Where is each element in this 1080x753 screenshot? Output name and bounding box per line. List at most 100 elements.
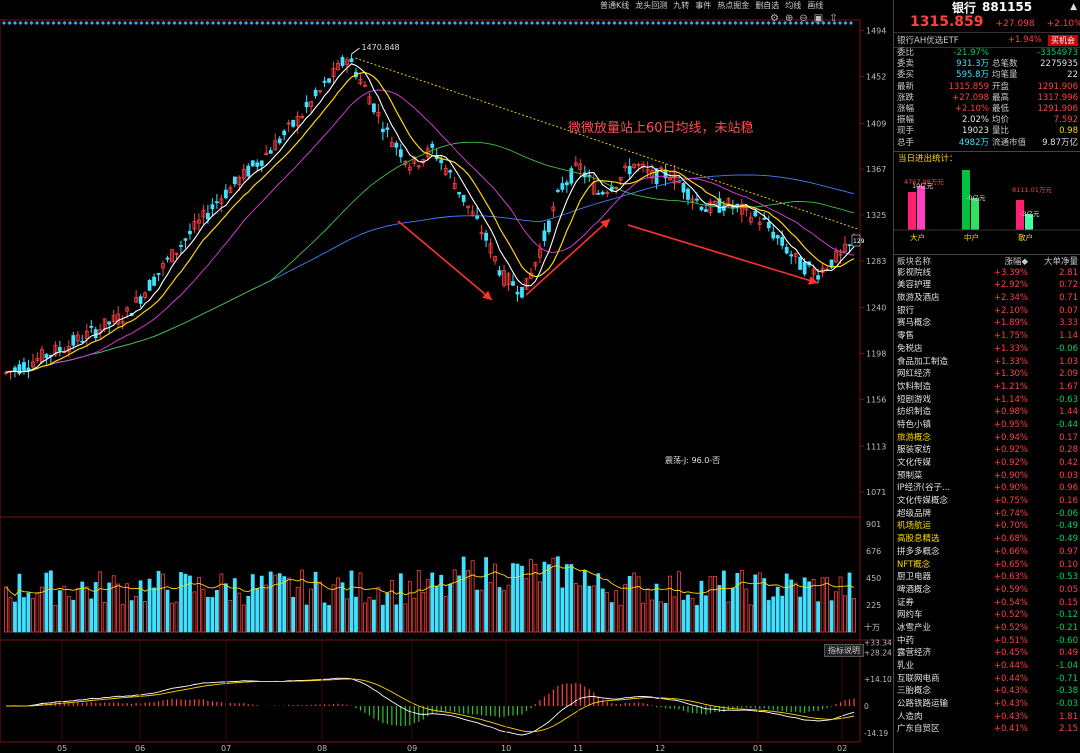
- tool-moving-average[interactable]: 均线: [785, 1, 802, 10]
- tool-nine-turn[interactable]: 九转: [673, 1, 690, 10]
- sector-name[interactable]: 预制菜: [897, 470, 923, 481]
- sector-name[interactable]: 超级品牌: [897, 508, 932, 519]
- sector-name[interactable]: 文化传媒概念: [897, 496, 949, 507]
- header-sector-name[interactable]: 板块名称: [897, 256, 932, 267]
- sector-row[interactable]: 中药 +0.51% -0.60: [894, 635, 1080, 648]
- price-axis-label: 1198: [866, 350, 886, 359]
- tool-draw-line[interactable]: 画线: [807, 1, 824, 10]
- tool-remove-watchlist[interactable]: 删自选: [755, 1, 780, 10]
- sector-name[interactable]: 露营经济: [897, 648, 932, 659]
- sector-name[interactable]: 互联网电商: [897, 673, 940, 684]
- sector-row[interactable]: 冰雪产业 +0.52% -0.21: [894, 622, 1080, 635]
- sector-name[interactable]: 啤酒概念: [897, 584, 932, 595]
- sector-row[interactable]: 超级品牌 +0.74% -0.06: [894, 508, 1080, 521]
- sector-name[interactable]: 纺织制造: [897, 407, 932, 418]
- header-big-order[interactable]: 大单净量: [1043, 256, 1078, 267]
- sector-row[interactable]: 三胎概念 +0.43% -0.38: [894, 685, 1080, 698]
- sector-row[interactable]: 证券 +0.54% 0.15: [894, 597, 1080, 610]
- sector-name[interactable]: IP经济(谷子...: [897, 483, 951, 494]
- share-icon[interactable]: ⇧: [829, 13, 838, 24]
- sector-name[interactable]: 饮料制造: [897, 381, 932, 392]
- sector-name[interactable]: 文化传媒: [897, 458, 932, 468]
- sector-row[interactable]: 特色小镇 +0.95% -0.44: [894, 419, 1080, 432]
- alert-icon[interactable]: ▲: [1070, 2, 1077, 12]
- zoom-in-icon[interactable]: ⊕: [784, 13, 794, 24]
- sector-name[interactable]: NFT概念: [897, 559, 931, 570]
- sector-name[interactable]: 高股息精选: [897, 534, 940, 545]
- sector-row[interactable]: 免税店 +1.33% -0.06: [894, 343, 1080, 356]
- sector-row[interactable]: 预制菜 +0.90% 0.03: [894, 470, 1080, 483]
- sector-row[interactable]: 乳业 +0.44% -1.04: [894, 660, 1080, 673]
- tool-leader-backtest[interactable]: 龙头回测: [635, 1, 668, 10]
- sector-row[interactable]: 文化传媒概念 +0.75% 0.16: [894, 495, 1080, 508]
- sector-name[interactable]: 短剧游戏: [897, 394, 932, 405]
- sector-name[interactable]: 厨卫电器: [897, 572, 932, 583]
- sector-row[interactable]: 网约车 +0.52% -0.12: [894, 609, 1080, 622]
- sector-name[interactable]: 中药: [897, 635, 915, 646]
- kline-chart[interactable]: 1494 1452 1409 1367 1325 1283 1240 1198 1156 1113…: [0, 0, 893, 753]
- sector-row[interactable]: 赛马概念 +1.89% 3.33: [894, 317, 1080, 330]
- sector-name[interactable]: 旅游概念: [897, 432, 932, 443]
- sector-name[interactable]: 机场航运: [897, 521, 932, 532]
- sector-row[interactable]: 文化传媒 +0.92% 0.42: [894, 457, 1080, 470]
- sector-row[interactable]: 公路铁路运输 +0.43% -0.03: [894, 698, 1080, 711]
- sector-name[interactable]: 网约车: [897, 610, 923, 621]
- sector-name[interactable]: 赛马概念: [897, 318, 932, 329]
- indicator-help-button[interactable]: 指标说明: [824, 644, 864, 657]
- volume-bar: [39, 586, 44, 633]
- tool-events[interactable]: 事件: [695, 1, 712, 10]
- sector-name[interactable]: 食品加工制造: [897, 356, 949, 367]
- sector-row[interactable]: 网红经济 +1.30% 2.09: [894, 368, 1080, 381]
- etf-buy-button[interactable]: 买机会: [1048, 34, 1078, 46]
- sector-row[interactable]: 高股息精选 +0.68% -0.49: [894, 533, 1080, 546]
- sector-name[interactable]: 公路铁路运输: [897, 699, 949, 710]
- sector-name[interactable]: 广东自贸区: [897, 724, 940, 735]
- sector-row[interactable]: 旅游及酒店 +2.34% 0.71: [894, 292, 1080, 305]
- sector-row[interactable]: 广东自贸区 +0.41% 2.15: [894, 723, 1080, 736]
- sector-name[interactable]: 免税店: [897, 343, 923, 354]
- sector-name[interactable]: 三胎概念: [897, 686, 932, 697]
- sector-row[interactable]: 露营经济 +0.45% 0.49: [894, 647, 1080, 660]
- tool-hot-topics[interactable]: 热点掘金: [717, 1, 750, 10]
- sector-name[interactable]: 特色小镇: [897, 419, 932, 430]
- sector-name[interactable]: 冰雪产业: [897, 622, 932, 633]
- sector-row[interactable]: 美容护理 +2.92% 0.72: [894, 279, 1080, 292]
- sector-name[interactable]: 银行: [897, 305, 915, 316]
- etf-name[interactable]: 银行AH优选ETF: [897, 36, 959, 46]
- settings-icon[interactable]: ⚙: [770, 13, 779, 24]
- sector-row[interactable]: 服装家纺 +0.92% 0.28: [894, 444, 1080, 457]
- sector-row[interactable]: 短剧游戏 +1.14% -0.63: [894, 394, 1080, 407]
- sector-name[interactable]: 人造肉: [897, 711, 923, 722]
- sector-row[interactable]: 厨卫电器 +0.63% -0.53: [894, 571, 1080, 584]
- sector-flow: 1.67: [1059, 381, 1078, 392]
- sector-row[interactable]: 银行 +2.10% 0.07: [894, 305, 1080, 318]
- sector-row[interactable]: 啤酒概念 +0.59% 0.05: [894, 584, 1080, 597]
- etf-row[interactable]: 银行AH优选ETF +1.94% 买机会: [894, 32, 1080, 48]
- sector-name[interactable]: 乳业: [897, 661, 915, 671]
- sector-name[interactable]: 零售: [897, 331, 915, 342]
- sector-row[interactable]: 影视院线 +3.39% 2.81: [894, 267, 1080, 280]
- sector-row[interactable]: 拼多多概念 +0.66% 0.97: [894, 546, 1080, 559]
- fullscreen-icon[interactable]: ▣: [813, 13, 824, 24]
- sector-name[interactable]: 影视院线: [897, 267, 932, 278]
- sector-name[interactable]: 旅游及酒店: [897, 293, 940, 304]
- sector-row[interactable]: 饮料制造 +1.21% 1.67: [894, 381, 1080, 394]
- sector-name[interactable]: 美容护理: [897, 280, 932, 291]
- sector-row[interactable]: 人造肉 +0.43% 1.81: [894, 711, 1080, 724]
- kline-chart-area[interactable]: 1494 1452 1409 1367 1325 1283 1240 1198 1156 1113…: [0, 0, 893, 753]
- sector-row[interactable]: 机场航运 +0.70% -0.49: [894, 520, 1080, 533]
- sector-row[interactable]: 互联网电商 +0.44% -0.71: [894, 673, 1080, 686]
- sector-row[interactable]: 旅游概念 +0.94% 0.17: [894, 432, 1080, 445]
- sector-name[interactable]: 证券: [897, 597, 915, 608]
- zoom-out-icon[interactable]: ⊖: [799, 13, 808, 24]
- sector-row[interactable]: 食品加工制造 +1.33% 1.03: [894, 356, 1080, 369]
- sector-row[interactable]: NFT概念 +0.65% 0.10: [894, 559, 1080, 572]
- sector-row[interactable]: 零售 +1.75% 1.14: [894, 330, 1080, 343]
- sector-row[interactable]: 纺织制造 +0.98% 1.44: [894, 406, 1080, 419]
- tool-normal-kline[interactable]: 普通K线: [600, 1, 630, 10]
- sector-name[interactable]: 服装家纺: [897, 445, 932, 456]
- sector-name[interactable]: 拼多多概念: [897, 546, 940, 557]
- sector-name[interactable]: 网红经济: [897, 369, 932, 380]
- header-change[interactable]: 涨幅◆: [1004, 256, 1028, 267]
- sector-row[interactable]: IP经济(谷子... +0.90% 0.96: [894, 482, 1080, 495]
